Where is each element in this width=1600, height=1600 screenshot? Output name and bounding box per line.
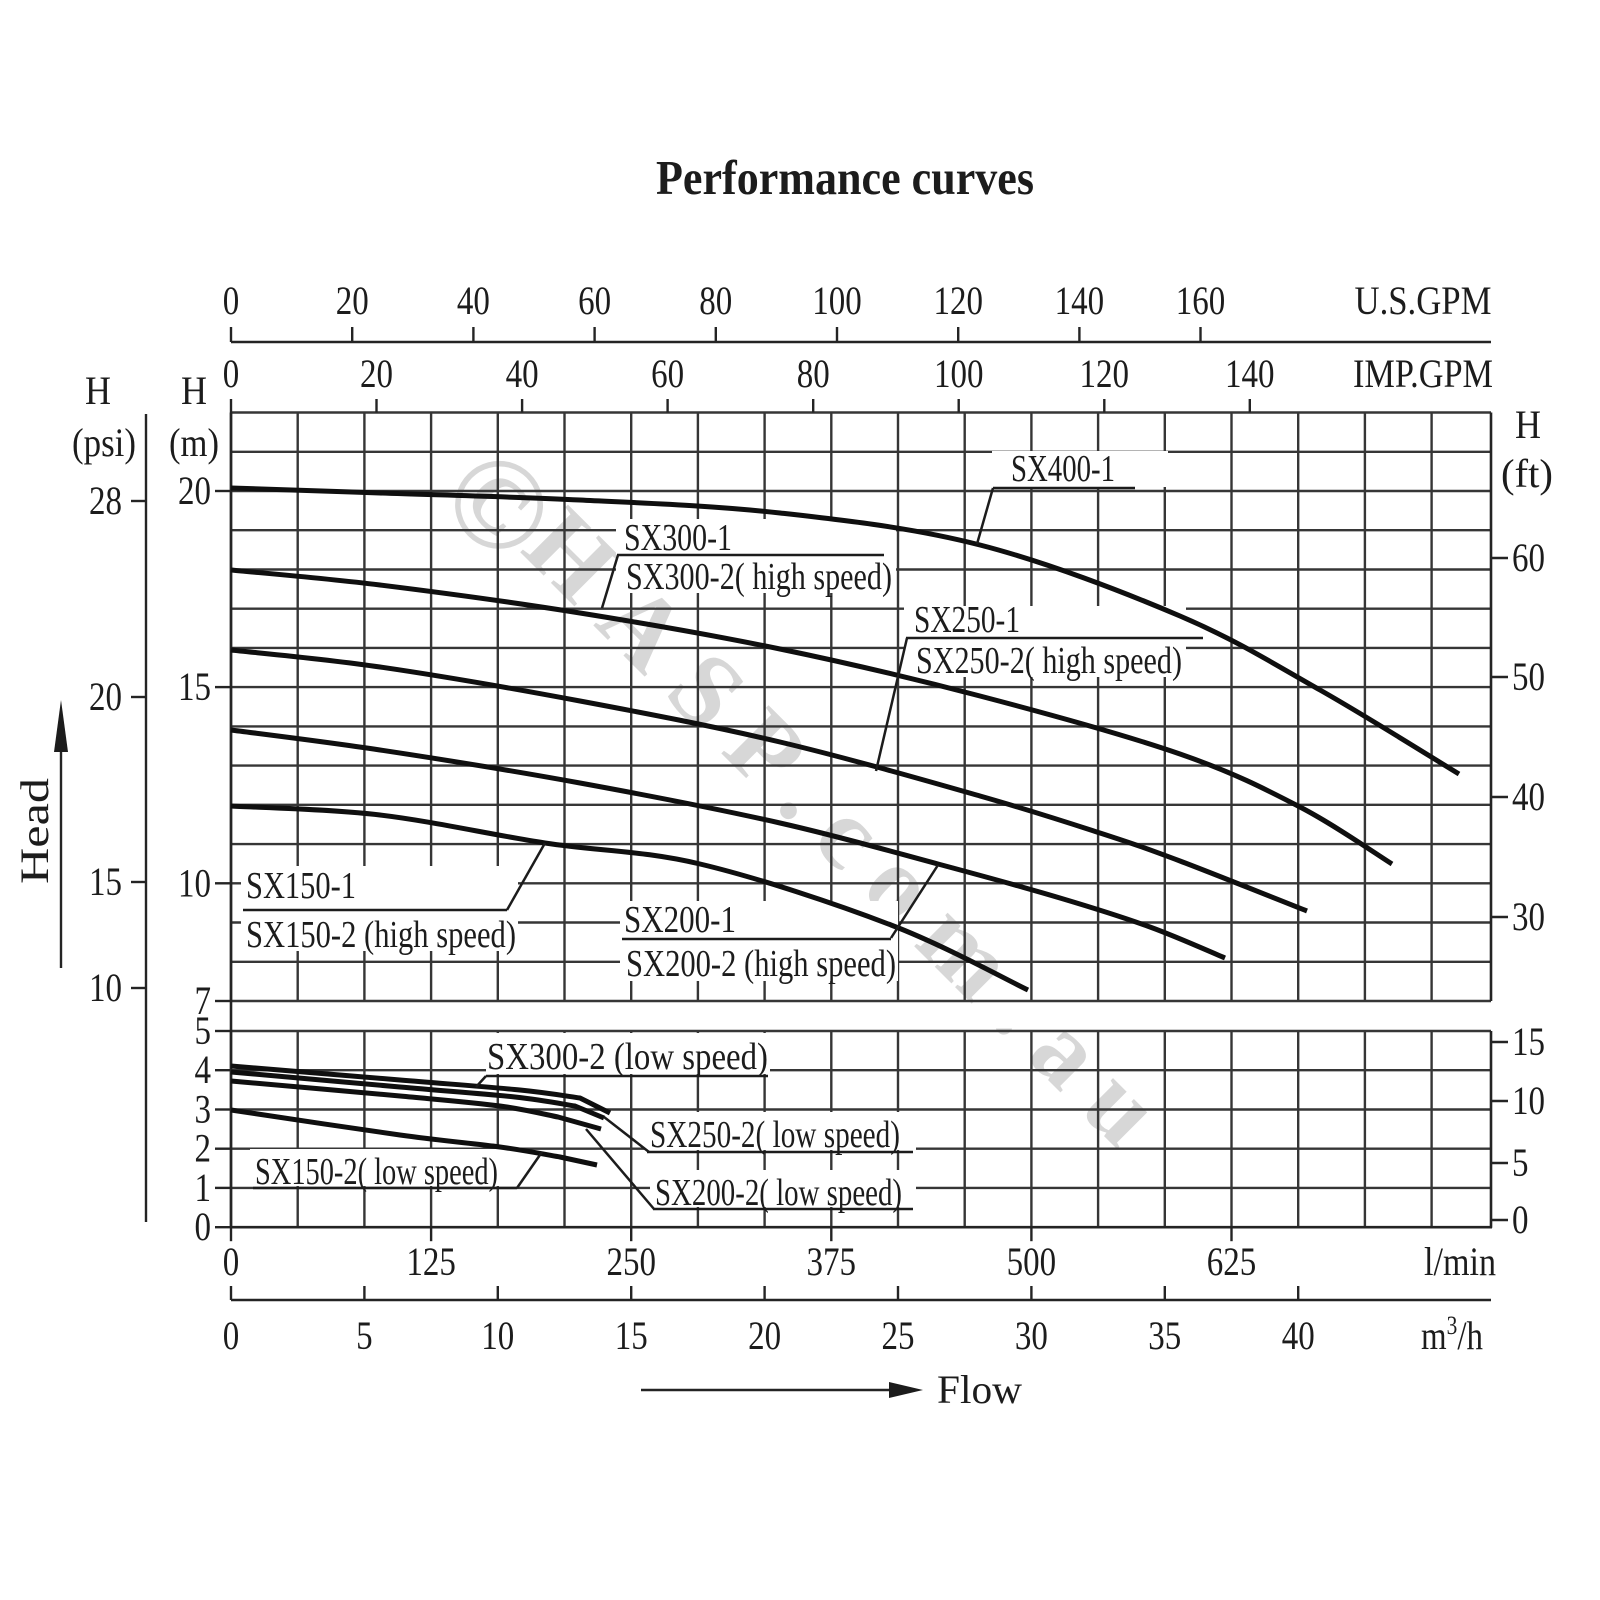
svg-text:10: 10 [89, 965, 122, 1010]
svg-text:10: 10 [1512, 1078, 1545, 1123]
svg-text:15: 15 [615, 1313, 648, 1358]
svg-text:0: 0 [223, 1239, 240, 1284]
svg-text:l/min: l/min [1424, 1239, 1496, 1284]
svg-text:10: 10 [178, 860, 211, 905]
svg-text:25: 25 [882, 1313, 915, 1358]
svg-text:SX300-2 (low speed): SX300-2 (low speed) [487, 1036, 768, 1078]
svg-text:140: 140 [1055, 278, 1105, 323]
svg-text:20: 20 [360, 351, 393, 396]
svg-text:SX300-1: SX300-1 [624, 517, 732, 559]
svg-text:Flow: Flow [937, 1367, 1022, 1412]
svg-text:500: 500 [1007, 1239, 1057, 1284]
svg-text:3: 3 [195, 1086, 212, 1131]
svg-text:60: 60 [578, 278, 611, 323]
svg-text:100: 100 [934, 351, 984, 396]
svg-text:35: 35 [1148, 1313, 1181, 1358]
svg-text:160: 160 [1176, 278, 1226, 323]
svg-text:SX200-2( low speed): SX200-2( low speed) [655, 1172, 902, 1214]
svg-text:60: 60 [1512, 535, 1545, 580]
svg-text:80: 80 [699, 278, 732, 323]
svg-text:20: 20 [178, 468, 211, 513]
svg-text:20: 20 [748, 1313, 781, 1358]
svg-text:15: 15 [1512, 1019, 1545, 1064]
svg-text:Performance curves: Performance curves [656, 150, 1034, 205]
svg-text:SX150-1: SX150-1 [246, 865, 356, 907]
svg-text:H: H [85, 368, 111, 413]
svg-text:20: 20 [336, 278, 369, 323]
svg-text:SX200-2 (high speed): SX200-2 (high speed) [626, 943, 896, 985]
svg-text:SX300-2( high speed): SX300-2( high speed) [626, 556, 892, 598]
svg-text:0: 0 [195, 1204, 212, 1249]
svg-text:5: 5 [356, 1313, 373, 1358]
svg-text:80: 80 [797, 351, 830, 396]
svg-text:120: 120 [1080, 351, 1130, 396]
svg-text:SX150-2( low speed): SX150-2( low speed) [255, 1151, 498, 1193]
svg-text:0: 0 [223, 351, 240, 396]
svg-text:H: H [181, 368, 207, 413]
svg-text:50: 50 [1512, 654, 1545, 699]
svg-text:5: 5 [195, 1008, 212, 1053]
svg-text:30: 30 [1512, 894, 1545, 939]
svg-text:(m): (m) [169, 420, 219, 465]
svg-text:SX150-2 (high speed): SX150-2 (high speed) [246, 914, 516, 956]
svg-text:0: 0 [223, 1313, 240, 1358]
svg-text:30: 30 [1015, 1313, 1048, 1358]
svg-text:1: 1 [195, 1165, 212, 1210]
svg-text:28: 28 [89, 478, 122, 523]
svg-text:15: 15 [178, 664, 211, 709]
svg-text:IMP.GPM: IMP.GPM [1353, 351, 1493, 396]
svg-text:40: 40 [1512, 774, 1545, 819]
svg-text:SX400-1: SX400-1 [1011, 448, 1115, 490]
svg-text:4: 4 [195, 1047, 212, 1092]
svg-text:140: 140 [1225, 351, 1275, 396]
svg-text:7: 7 [195, 978, 212, 1023]
svg-text:SX250-1: SX250-1 [914, 599, 1020, 641]
svg-text:15: 15 [89, 859, 122, 904]
svg-text:60: 60 [651, 351, 684, 396]
svg-text:20: 20 [89, 674, 122, 719]
svg-text:100: 100 [812, 278, 862, 323]
svg-text:375: 375 [807, 1239, 857, 1284]
svg-text:2: 2 [195, 1126, 212, 1171]
svg-text:10: 10 [481, 1313, 514, 1358]
svg-text:250: 250 [606, 1239, 656, 1284]
svg-text:Head: Head [12, 778, 57, 884]
svg-text:0: 0 [1512, 1197, 1529, 1242]
svg-text:SX250-2( low speed): SX250-2( low speed) [650, 1114, 900, 1156]
svg-text:SX250-2( high speed): SX250-2( high speed) [916, 640, 1182, 682]
svg-text:120: 120 [933, 278, 983, 323]
svg-text:625: 625 [1207, 1239, 1257, 1284]
svg-text:H: H [1515, 402, 1541, 447]
svg-text:40: 40 [457, 278, 490, 323]
svg-text:U.S.GPM: U.S.GPM [1355, 278, 1492, 323]
svg-text:40: 40 [506, 351, 539, 396]
svg-text:SX200-1: SX200-1 [624, 899, 736, 941]
svg-text:(psi): (psi) [72, 420, 136, 465]
svg-text:5: 5 [1512, 1140, 1529, 1185]
svg-text:40: 40 [1282, 1313, 1315, 1358]
svg-text:(ft): (ft) [1501, 451, 1553, 496]
svg-text:0: 0 [223, 278, 240, 323]
svg-text:125: 125 [406, 1239, 456, 1284]
